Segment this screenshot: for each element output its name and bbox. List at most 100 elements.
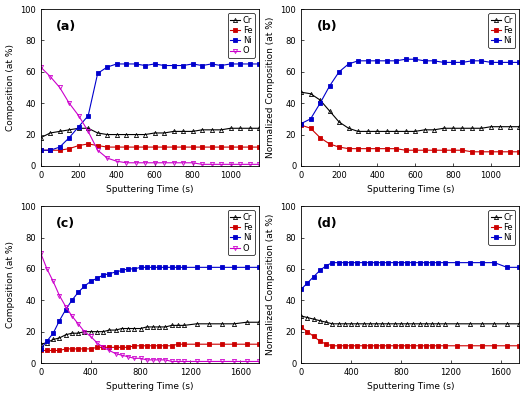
Cr: [144, 325, 150, 330]
O: [244, 359, 250, 364]
Fe: [317, 339, 323, 343]
Ni: [231, 265, 237, 270]
Ni: [256, 265, 262, 270]
Fe: [119, 345, 125, 350]
Cr: [466, 322, 472, 326]
Cr: [373, 322, 379, 326]
Ni: [93, 276, 100, 281]
Ni: [416, 260, 423, 265]
Ni: [199, 63, 205, 68]
Fe: [345, 146, 352, 151]
Fe: [131, 343, 138, 348]
Cr: [44, 340, 50, 345]
Ni: [507, 60, 513, 65]
Cr: [119, 326, 125, 331]
Ni: [180, 63, 186, 68]
Cr: [393, 129, 399, 134]
Cr: [169, 323, 175, 328]
Fe: [354, 343, 361, 348]
O: [237, 162, 243, 167]
Ni: [119, 268, 125, 273]
Cr: [138, 326, 144, 331]
Fe: [94, 143, 101, 148]
Ni: [497, 60, 503, 65]
Ni: [181, 265, 187, 270]
Cr: [112, 328, 119, 332]
Fe: [113, 145, 120, 150]
Cr: [88, 329, 94, 334]
O: [190, 160, 196, 165]
O: [85, 129, 91, 134]
O: [142, 160, 148, 165]
Text: (d): (d): [317, 217, 337, 230]
Cr: [412, 129, 418, 134]
Legend: Cr, Fe, Ni: Cr, Fe, Ni: [488, 210, 515, 245]
Fe: [38, 148, 44, 152]
O: [81, 329, 88, 334]
O: [104, 156, 110, 160]
Ni: [38, 347, 44, 351]
Ni: [383, 58, 390, 63]
O: [100, 345, 106, 350]
O: [119, 353, 125, 358]
Cr: [516, 124, 522, 129]
O: [218, 162, 224, 167]
Fe: [454, 343, 460, 348]
Ni: [57, 145, 63, 150]
Ni: [410, 260, 416, 265]
Cr: [227, 126, 234, 131]
Ni: [392, 260, 398, 265]
Cr: [56, 335, 62, 340]
Cr: [497, 124, 503, 129]
Cr: [488, 124, 494, 129]
Ni: [94, 71, 101, 76]
X-axis label: Sputtering Time (s): Sputtering Time (s): [366, 185, 454, 195]
Fe: [112, 345, 119, 350]
Line: Cr: Cr: [39, 126, 261, 140]
Ni: [440, 60, 447, 65]
Fe: [440, 148, 447, 152]
Line: Cr: Cr: [299, 314, 521, 326]
Fe: [459, 148, 466, 152]
O: [169, 359, 175, 364]
Fe: [435, 343, 442, 348]
Ni: [113, 62, 120, 66]
Cr: [422, 127, 428, 132]
Fe: [218, 342, 225, 347]
Cr: [231, 322, 237, 326]
Ni: [469, 58, 475, 63]
O: [156, 358, 162, 362]
Fe: [479, 343, 485, 348]
Cr: [298, 90, 304, 94]
Ni: [342, 260, 348, 265]
O: [150, 358, 156, 362]
Ni: [81, 284, 88, 289]
Cr: [38, 342, 44, 347]
Line: Ni: Ni: [39, 265, 261, 351]
O: [162, 358, 169, 362]
Ni: [429, 260, 435, 265]
Fe: [171, 145, 177, 150]
Cr: [162, 325, 169, 330]
Cr: [104, 132, 110, 137]
Fe: [62, 347, 69, 351]
Ni: [66, 135, 72, 140]
Ni: [355, 58, 361, 63]
O: [66, 101, 72, 106]
O: [256, 162, 262, 167]
Cr: [516, 322, 522, 326]
Cr: [237, 126, 243, 131]
Ni: [100, 273, 106, 278]
Ni: [298, 121, 304, 126]
Cr: [181, 323, 187, 328]
Fe: [256, 342, 262, 347]
Fe: [227, 145, 234, 150]
Fe: [244, 342, 250, 347]
Fe: [38, 348, 44, 353]
Cr: [379, 322, 385, 326]
Ni: [373, 260, 379, 265]
O: [131, 356, 138, 361]
Fe: [469, 149, 475, 154]
X-axis label: Sputtering Time (s): Sputtering Time (s): [106, 382, 194, 391]
O: [194, 359, 200, 364]
